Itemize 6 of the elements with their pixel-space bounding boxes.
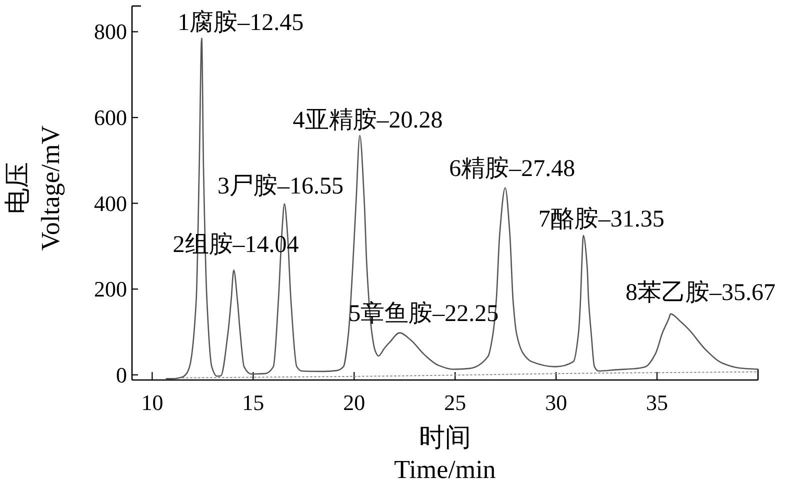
annotation: 3尸胺–16.55 <box>217 174 344 200</box>
annotation: 6精胺–27.48 <box>449 156 576 182</box>
annotation: 1腐胺–12.45 <box>178 10 304 36</box>
annotation: 8苯乙胺–35.67 <box>626 280 776 306</box>
annotation: 7酪胺–31.35 <box>538 206 664 232</box>
annotation: 4亚精胺–20.28 <box>292 108 443 134</box>
